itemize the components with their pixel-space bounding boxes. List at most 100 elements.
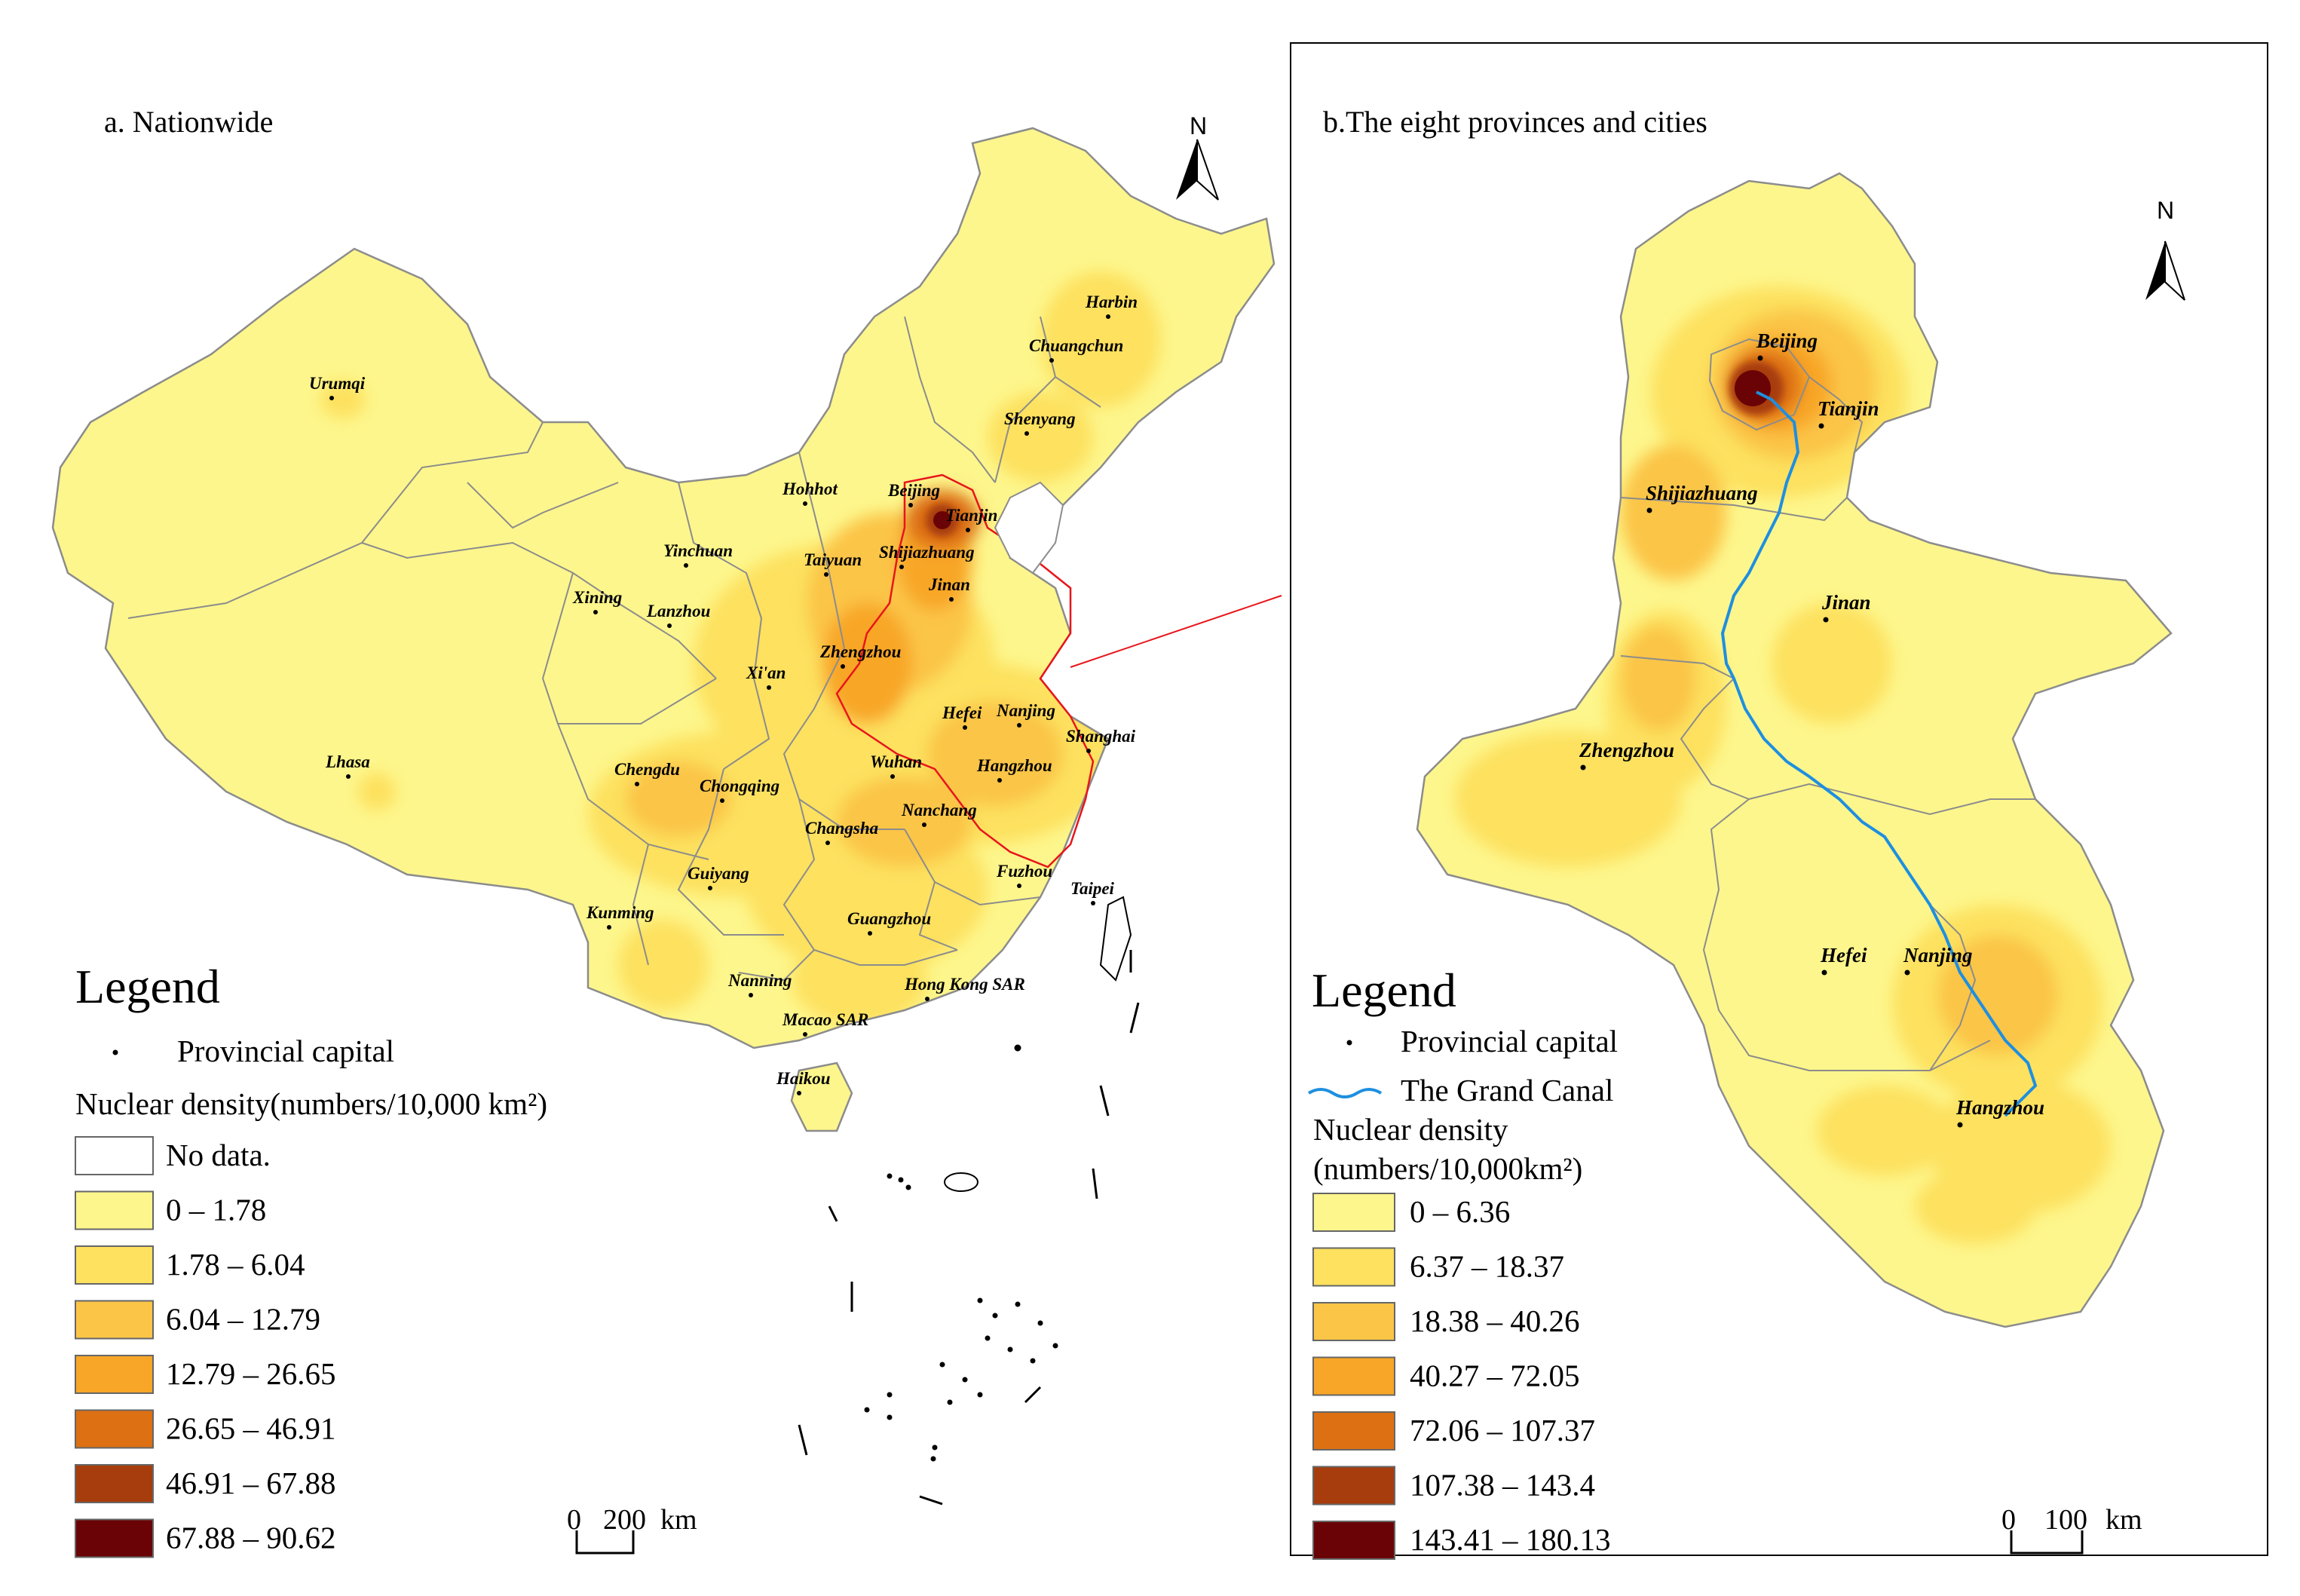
city-label: Xining — [572, 588, 622, 607]
scale-bar-b — [2010, 1530, 2084, 1555]
city-label: Changsha — [805, 819, 878, 838]
legend-b-class-label: 18.38 – 40.26 — [1410, 1303, 1580, 1338]
capital-point — [997, 778, 1002, 783]
north-arrow-b — [2145, 240, 2185, 301]
city-label: Taipei — [1070, 879, 1115, 898]
capital-point — [1086, 749, 1091, 753]
capital-point — [684, 563, 688, 568]
city-label: Wuhan — [870, 752, 922, 771]
north-label-a: N — [1190, 112, 1207, 139]
capital-point — [346, 774, 351, 779]
capital-point — [966, 528, 970, 532]
city-label: Tianjin — [1818, 397, 1879, 420]
capital-point — [1904, 970, 1910, 976]
city-label: Hangzhou — [976, 756, 1052, 775]
city-label: Guiyang — [688, 864, 749, 883]
capital-point — [824, 572, 828, 577]
legend-a-class-label: 12.79 – 26.65 — [166, 1356, 336, 1391]
capital-point — [908, 503, 913, 507]
legend-a-class-label: 6.04 – 12.79 — [166, 1302, 320, 1337]
bohai-bay — [994, 481, 1064, 574]
city-label: Beijing — [1756, 329, 1818, 352]
capital-point — [329, 396, 334, 400]
city-label: Haikou — [776, 1069, 831, 1088]
scale-a-start: 0 — [567, 1504, 581, 1536]
legend-a-swatch — [75, 1136, 154, 1175]
capital-point — [963, 725, 967, 730]
city-label: Nanjing — [1903, 944, 1973, 966]
city-label: Zhengzhou — [819, 642, 902, 661]
legend-a-class-label: 26.65 – 46.91 — [166, 1411, 336, 1446]
capital-point — [635, 782, 639, 786]
city-label: Urumqi — [309, 374, 366, 393]
study-area-outline — [835, 473, 1095, 868]
capital-point — [720, 798, 724, 803]
city-label: Xi'an — [746, 663, 786, 682]
scale-bar-a — [575, 1530, 635, 1555]
legend-b-class-label: 40.27 – 72.05 — [1410, 1359, 1580, 1393]
legend-b-class-label: 72.06 – 107.37 — [1410, 1413, 1595, 1447]
legend-a-class-label: 46.91 – 67.88 — [166, 1466, 336, 1500]
capital-point — [749, 993, 753, 997]
legend-b-class-label: 143.41 – 180.13 — [1410, 1522, 1611, 1557]
city-layer-a: Harbin Chuangchun Urumqi Shenyang Hohhot Beij… — [309, 293, 1138, 1095]
city-label: Nanchang — [901, 801, 977, 819]
legend-b-swatch — [1312, 1466, 1395, 1506]
capital-point — [1757, 355, 1763, 361]
city-label: Chuangchun — [1029, 336, 1123, 355]
region-outline — [1416, 172, 2173, 1328]
capital-point — [667, 623, 672, 628]
capital-point — [1049, 358, 1054, 363]
capital-point — [1106, 314, 1110, 319]
city-label: Hangzhou — [1955, 1096, 2044, 1119]
city-label: Kunming — [586, 903, 654, 922]
city-label: Hohhot — [782, 479, 838, 498]
city-label: Shijiazhuang — [1646, 482, 1758, 504]
capital-point — [841, 664, 845, 669]
scale-a-end: 200 — [603, 1504, 646, 1536]
capital-point — [899, 565, 904, 569]
city-label: Shanghai — [1066, 727, 1136, 746]
city-label: Taiyuan — [804, 550, 862, 569]
capital-point — [1818, 423, 1824, 429]
north-arrow-a — [1176, 139, 1219, 201]
city-label: Yinchuan — [663, 541, 733, 560]
legend-a-class-label: No data. — [166, 1138, 271, 1172]
hainan-island — [790, 1061, 853, 1132]
legend-a-swatch — [75, 1409, 154, 1449]
capital-point — [803, 501, 807, 506]
south-china-sea-islands — [798, 950, 1140, 1506]
legend-a-class-label: 1.78 – 6.04 — [166, 1247, 305, 1282]
legend-b-heading: Legend — [1312, 963, 1456, 1017]
capital-point — [803, 1032, 807, 1037]
panel-a-title: a. Nationwide — [104, 105, 273, 139]
legend-a-capital-label: Provincial capital — [177, 1034, 394, 1068]
city-label: Macao SAR — [782, 1010, 868, 1029]
legend-canal-symbol — [1307, 1088, 1383, 1098]
capital-point — [797, 1091, 801, 1095]
grand-canal-line — [1720, 391, 2038, 1117]
legend-b-class-label: 6.37 – 18.37 — [1410, 1249, 1564, 1284]
taiwan-island — [1099, 896, 1132, 982]
legend-a-heading: Legend — [75, 960, 220, 1013]
legend-b-swatches: 0 – 6.36 6.37 – 18.37 18.38 – 40.26 40.27 –… — [1312, 1193, 1611, 1560]
legend-a-swatch — [75, 1245, 154, 1285]
legend-b-swatch — [1312, 1356, 1395, 1396]
panel-b-title: b.The eight provinces and cities — [1323, 105, 1707, 139]
legend-b-capital-label: Provincial capital — [1401, 1024, 1618, 1058]
capital-point — [868, 931, 872, 936]
city-label: Fuzhou — [996, 862, 1052, 881]
legend-a-density-title: Nuclear density(numbers/10,000 km²) — [75, 1086, 547, 1121]
city-label: Hong Kong SAR — [904, 975, 1025, 994]
legend-b-capital-dot — [1346, 1040, 1352, 1046]
capital-point — [1646, 507, 1652, 513]
scale-a-unit: km — [660, 1504, 697, 1536]
city-label: Tianjin — [945, 506, 997, 525]
panel-b-map: 0 – 6.36 6.37 – 18.37 18.38 – 40.26 40.27 –… — [1307, 172, 2185, 1560]
city-label: Chongqing — [700, 777, 779, 795]
legend-a-swatch — [75, 1300, 154, 1340]
city-label: Lanzhou — [646, 602, 711, 620]
capital-point — [1017, 723, 1021, 728]
legend-a-swatch — [75, 1355, 154, 1394]
